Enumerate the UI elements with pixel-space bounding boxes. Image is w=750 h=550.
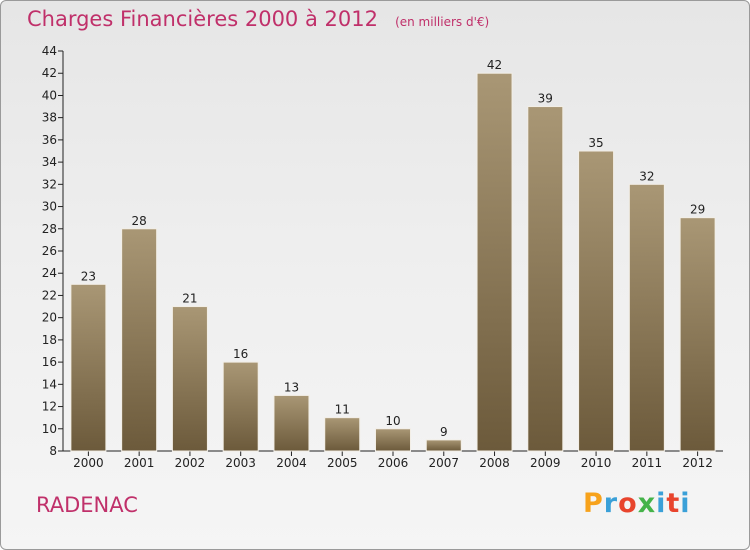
y-tick-label: 8 <box>49 444 57 458</box>
logo-letter: x <box>637 488 657 519</box>
x-tick-label: 2001 <box>124 456 155 470</box>
logo-letter: t <box>666 488 681 519</box>
x-tick-label: 2006 <box>378 456 409 470</box>
chart-title-block: Charges Financières 2000 à 2012 (en mill… <box>27 7 489 31</box>
x-tick-label: 2009 <box>530 456 561 470</box>
bar-value-label: 21 <box>182 292 197 306</box>
y-tick-label: 38 <box>42 111 57 125</box>
x-tick-label: 2012 <box>682 456 713 470</box>
bar-value-label: 11 <box>335 403 350 417</box>
bar <box>324 417 361 452</box>
y-tick-label: 18 <box>42 333 57 347</box>
bar-value-label: 10 <box>385 414 400 428</box>
x-tick-label: 2000 <box>73 456 104 470</box>
y-tick-label: 34 <box>42 155 57 169</box>
y-tick-label: 14 <box>42 377 57 391</box>
y-tick-label: 12 <box>42 400 57 414</box>
y-tick-label: 36 <box>42 133 57 147</box>
x-tick-label: 2002 <box>175 456 206 470</box>
axes: 8 10 12 14 16 18 20 22 24 26 28 30 32 34 36 38 40 42 44 200… <box>42 44 723 470</box>
bar <box>628 183 665 452</box>
bar-value-label: 13 <box>284 380 299 394</box>
y-tick-label: 32 <box>42 177 57 191</box>
y-tick-label: 40 <box>42 88 57 102</box>
logo-letter: P <box>583 488 604 519</box>
logo-letter: i <box>656 488 667 519</box>
x-tick-label: 2004 <box>276 456 307 470</box>
y-tick-label: 20 <box>42 311 57 325</box>
bar-value-label: 35 <box>588 136 603 150</box>
y-tick-label: 42 <box>42 66 57 80</box>
y-tick-label: 44 <box>42 44 57 58</box>
y-tick-label: 28 <box>42 222 57 236</box>
proxiti-logo: Proxiti <box>583 488 691 519</box>
y-tick-label: 30 <box>42 200 57 214</box>
x-tick-label: 2005 <box>327 456 358 470</box>
x-tick-label: 2008 <box>479 456 510 470</box>
bar <box>273 394 310 452</box>
bar <box>578 150 615 452</box>
bar-value-label: 23 <box>81 269 96 283</box>
bar-value-label: 42 <box>487 58 502 72</box>
bar <box>476 72 513 452</box>
commune-name: RADENAC <box>36 493 138 517</box>
chart-subtitle: (en milliers d'€) <box>395 15 490 29</box>
bar <box>222 361 259 452</box>
x-tick-label: 2011 <box>632 456 663 470</box>
y-tick-label: 10 <box>42 422 57 436</box>
bar <box>527 106 564 452</box>
y-tick-label: 26 <box>42 244 57 258</box>
logo-letter: r <box>603 488 619 519</box>
bar <box>121 228 158 452</box>
x-tick-label: 2003 <box>225 456 256 470</box>
x-tick-label: 2010 <box>581 456 612 470</box>
bar <box>375 428 411 452</box>
bar <box>425 439 462 452</box>
chart-title: Charges Financières 2000 à 2012 <box>27 7 378 31</box>
x-tick-label: 2007 <box>428 456 459 470</box>
bar-value-label: 9 <box>440 425 448 439</box>
y-tick-label: 22 <box>42 288 57 302</box>
bar <box>171 306 208 452</box>
y-tick-label: 16 <box>42 355 57 369</box>
bar-value-label: 29 <box>690 203 705 217</box>
bar-value-label: 16 <box>233 347 248 361</box>
bars: 23 28 21 16 13 11 10 9 42 39 35 32 29 <box>70 58 716 452</box>
logo-letter: i <box>680 488 691 519</box>
bar <box>70 283 107 452</box>
y-tick-label: 24 <box>42 266 57 280</box>
bar <box>679 217 716 452</box>
logo-letter: o <box>618 488 638 519</box>
bar-value-label: 39 <box>538 92 553 106</box>
bar-value-label: 32 <box>639 169 654 183</box>
bar-value-label: 28 <box>132 214 147 228</box>
